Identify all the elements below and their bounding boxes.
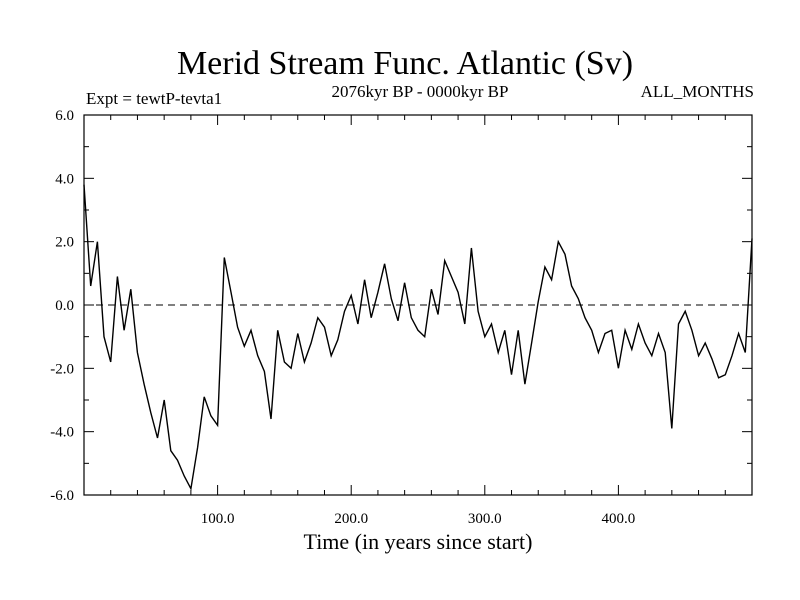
y-tick-label: 0.0 bbox=[55, 298, 74, 314]
chart-title: Merid Stream Func. Atlantic (Sv) bbox=[177, 45, 633, 82]
x-tick-label: 300.0 bbox=[468, 511, 502, 527]
y-tick-label: 2.0 bbox=[55, 235, 74, 251]
y-tick-label: 4.0 bbox=[55, 171, 74, 187]
x-axis-title: Time (in years since start) bbox=[304, 529, 533, 554]
y-tick-label: -6.0 bbox=[50, 488, 74, 504]
x-axis: 100.0 200.0 300.0 400.0 bbox=[110, 115, 726, 527]
experiment-label: Expt = tewtP-tevta1 bbox=[86, 89, 222, 108]
y-tick-label: -4.0 bbox=[50, 425, 74, 441]
x-tick-label: 200.0 bbox=[334, 511, 368, 527]
x-tick-label: 400.0 bbox=[602, 511, 636, 527]
season-label: ALL_MONTHS bbox=[641, 82, 754, 101]
y-tick-label: -2.0 bbox=[50, 361, 74, 377]
x-tick-label: 100.0 bbox=[201, 511, 235, 527]
series-line bbox=[83, 184, 753, 491]
y-tick-label: 6.0 bbox=[55, 108, 74, 124]
subtitle-period: 2076kyr BP - 0000kyr BP bbox=[332, 82, 509, 101]
